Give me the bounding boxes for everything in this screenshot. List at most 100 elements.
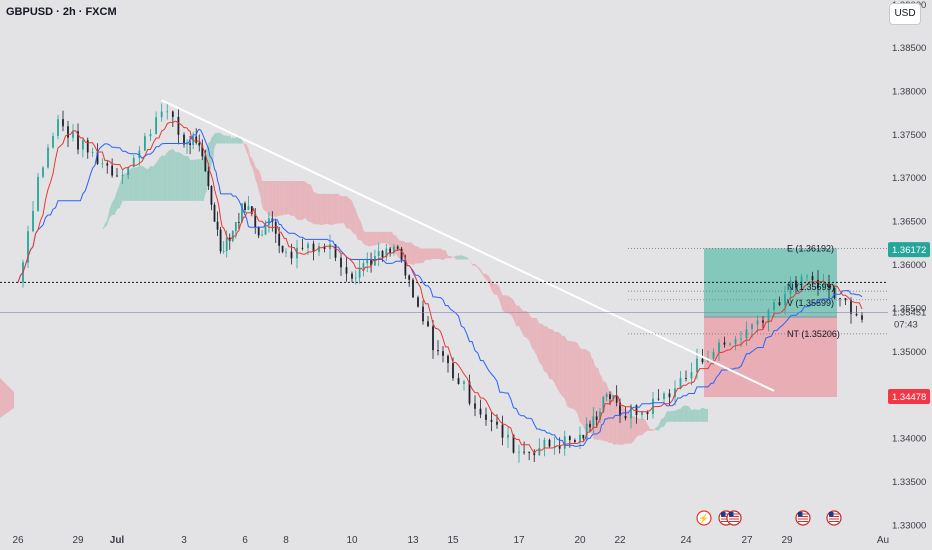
candle-body bbox=[186, 143, 188, 145]
candle-body bbox=[442, 351, 444, 356]
candle-body bbox=[72, 131, 74, 138]
candle-body bbox=[745, 328, 748, 339]
candle-body bbox=[663, 393, 665, 400]
candle-body bbox=[729, 343, 731, 345]
candle-body bbox=[630, 405, 632, 419]
candle-body bbox=[452, 363, 454, 379]
candle-body bbox=[244, 203, 246, 210]
candle-body bbox=[201, 145, 204, 157]
candle-body bbox=[468, 381, 471, 404]
candle-body bbox=[155, 117, 157, 135]
candle-body bbox=[204, 156, 207, 172]
candle-body bbox=[723, 342, 726, 345]
candle-body bbox=[501, 424, 504, 438]
candle-body bbox=[225, 237, 228, 252]
candle-body bbox=[385, 248, 388, 257]
candle-body bbox=[602, 397, 605, 412]
candle-body bbox=[381, 251, 384, 257]
lightning-icon: ⚡ bbox=[696, 510, 712, 526]
candle-body bbox=[86, 140, 89, 153]
candle-body bbox=[589, 423, 591, 428]
level-label: E (1.36192) bbox=[787, 243, 834, 253]
candle-body bbox=[234, 221, 237, 231]
candle-body bbox=[490, 419, 493, 422]
candle-body bbox=[116, 175, 118, 177]
candle-body bbox=[657, 398, 660, 400]
price-tick: 1.36500 bbox=[892, 217, 926, 228]
candle-body bbox=[264, 225, 267, 235]
candle-body bbox=[290, 251, 293, 259]
date-tick: 10 bbox=[346, 535, 358, 546]
date-tick: 20 bbox=[574, 535, 586, 546]
price-tick: 1.38500 bbox=[892, 43, 926, 54]
candle-body bbox=[171, 111, 174, 117]
candle-body bbox=[323, 246, 326, 250]
candle-body bbox=[612, 395, 615, 400]
candle-body bbox=[195, 136, 198, 143]
candle-body bbox=[437, 350, 439, 352]
candle-body bbox=[512, 434, 515, 453]
candle-body bbox=[685, 378, 687, 379]
price-tick: 1.34000 bbox=[892, 434, 926, 445]
candle-body bbox=[301, 247, 304, 249]
date-tick: 6 bbox=[242, 535, 248, 546]
candle-body bbox=[619, 402, 621, 416]
candle-body bbox=[605, 394, 608, 398]
candle-body bbox=[138, 150, 141, 159]
us-flag-icon bbox=[726, 510, 742, 526]
candle-body bbox=[447, 355, 449, 364]
candle-body bbox=[734, 339, 737, 344]
candle-body bbox=[366, 260, 369, 264]
date-tick: Jul bbox=[110, 535, 125, 546]
candle-body bbox=[523, 451, 525, 453]
candle-body bbox=[538, 447, 541, 456]
candle-body bbox=[568, 436, 571, 441]
candle-body bbox=[111, 165, 114, 176]
candle-body bbox=[42, 167, 44, 177]
price-tick: 1.37000 bbox=[892, 173, 926, 184]
candle-body bbox=[27, 231, 29, 263]
candle-body bbox=[96, 152, 99, 164]
candle-body bbox=[543, 439, 546, 448]
candle-body bbox=[579, 434, 581, 443]
candle-body bbox=[563, 436, 566, 449]
candle-body bbox=[855, 313, 858, 316]
symbol-title: GBPUSD · 2h · FXCM bbox=[6, 6, 117, 18]
candle-body bbox=[257, 227, 260, 236]
candle-body bbox=[207, 171, 210, 187]
candle-body bbox=[52, 135, 54, 148]
ichimoku-cloud bbox=[0, 132, 708, 445]
candle-body bbox=[408, 275, 411, 280]
candle-body bbox=[850, 300, 852, 314]
candle-body bbox=[652, 398, 654, 415]
us-flag-icon bbox=[795, 510, 811, 526]
candle-body bbox=[354, 277, 357, 279]
candle-body bbox=[351, 273, 353, 279]
candle-body bbox=[160, 111, 163, 118]
candle-body bbox=[241, 203, 243, 223]
candle-body bbox=[91, 152, 94, 154]
candle-body bbox=[62, 119, 64, 127]
date-tick: 27 bbox=[741, 535, 753, 546]
date-tick: 24 bbox=[680, 535, 692, 546]
candle-body bbox=[254, 213, 257, 228]
candle-body bbox=[132, 158, 135, 168]
candle-body bbox=[121, 175, 124, 177]
candle-body bbox=[389, 248, 392, 253]
candle-body bbox=[844, 298, 847, 301]
candle-body bbox=[177, 116, 180, 135]
candle-body bbox=[646, 411, 649, 415]
candle-body bbox=[696, 358, 698, 373]
candle-body bbox=[400, 248, 403, 260]
candle-body bbox=[274, 221, 277, 234]
level-label: N (1.35699) bbox=[787, 282, 835, 292]
price-tick: 1.38000 bbox=[892, 86, 926, 97]
candle-body bbox=[318, 246, 320, 253]
candle-body bbox=[307, 243, 309, 249]
currency-button[interactable]: USD bbox=[889, 3, 921, 25]
candle-body bbox=[334, 244, 337, 258]
candle-body bbox=[183, 134, 185, 145]
candle-body bbox=[57, 119, 59, 136]
candle-body bbox=[833, 288, 836, 299]
